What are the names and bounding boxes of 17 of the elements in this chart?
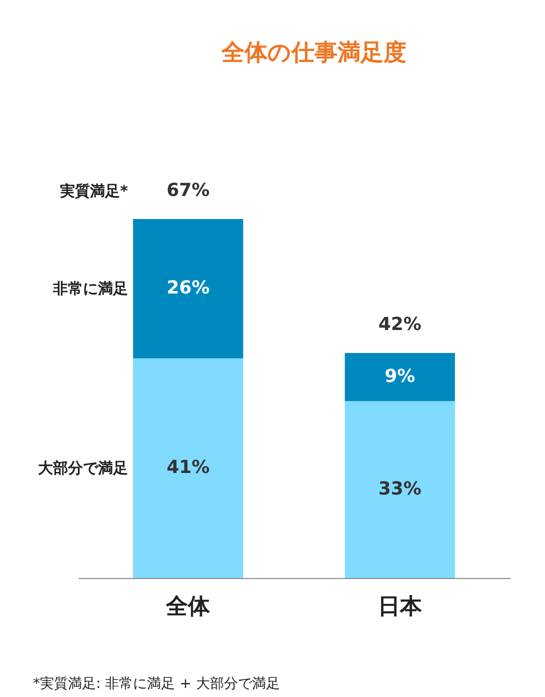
data-label: 41%: [166, 457, 210, 478]
x-tick-label: 日本: [378, 594, 423, 620]
bar: [344, 352, 455, 402]
text: 実質満足*: [59, 182, 128, 200]
data-label: 9%: [384, 366, 416, 388]
data-label: 33%: [378, 478, 422, 500]
x-tick-label: 全体: [165, 594, 212, 620]
data-label: 26%: [166, 278, 210, 299]
total-label: 42%: [378, 314, 422, 335]
text: *実質満足: 非常に満足 + 大部分で満足: [33, 676, 280, 692]
total-label: 67%: [166, 180, 210, 201]
bar: [133, 219, 244, 358]
bar: [133, 358, 244, 578]
chart-title: 全体の仕事満足度: [220, 39, 406, 66]
series-label: 大部分で満足: [38, 459, 128, 478]
series-label: 非常に満足: [52, 280, 128, 298]
bar: [344, 401, 455, 578]
